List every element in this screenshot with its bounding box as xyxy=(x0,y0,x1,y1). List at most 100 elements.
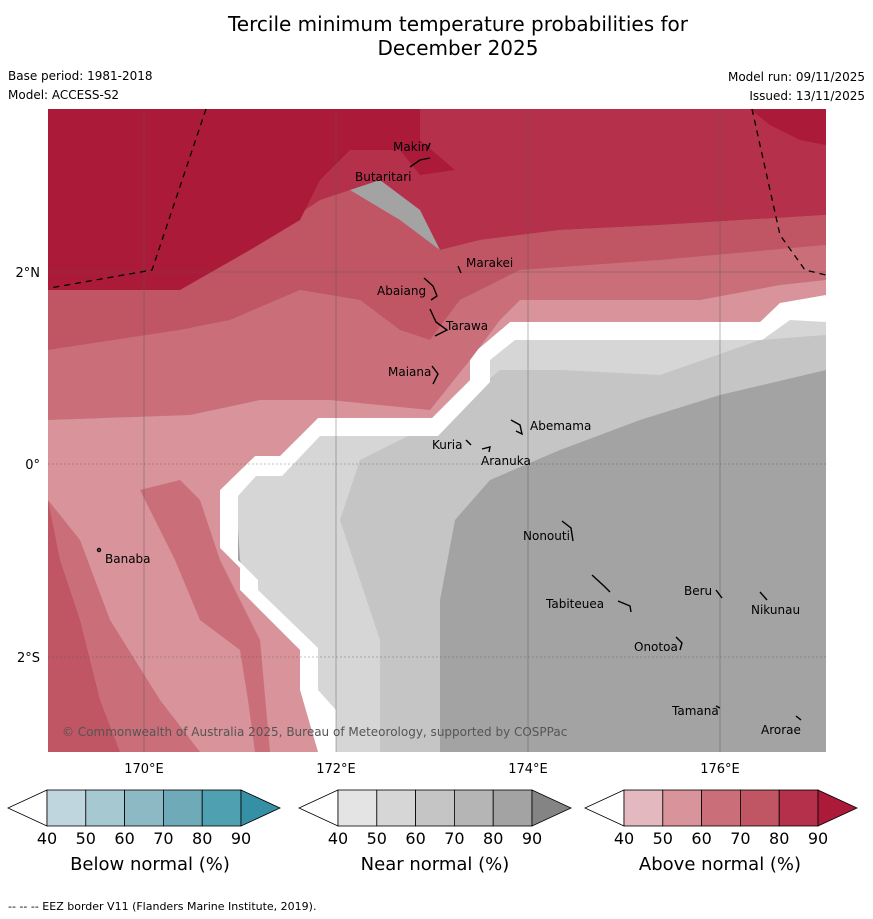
eez-border-west xyxy=(49,108,207,289)
colorbar-0-low-extension xyxy=(7,789,48,827)
colorbar-2-tick-50: 50 xyxy=(653,829,673,848)
colorbar-1-tick-80: 80 xyxy=(483,829,503,848)
kuria-island-shape xyxy=(465,439,472,446)
island-label-tabiteuea: Tabiteuea xyxy=(545,597,604,611)
island-label-abemama: Abemama xyxy=(530,419,591,433)
island-label-banaba: Banaba xyxy=(105,552,151,566)
colorbar-0-segment-0 xyxy=(46,789,87,827)
lat-label-2s: 2°S xyxy=(17,651,40,666)
onotoa-island-shape xyxy=(675,636,683,651)
island-label-abaiang: Abaiang xyxy=(377,284,426,298)
colorbar-2-tick-60: 60 xyxy=(691,829,711,848)
island-label-tarawa: Tarawa xyxy=(445,319,488,333)
colorbar-0-high-extension xyxy=(240,789,281,827)
beru-island-shape xyxy=(715,589,723,599)
base-period: Base period: 1981-2018 xyxy=(8,69,153,83)
colorbar-0-segment-3 xyxy=(162,789,203,827)
lon-label-172: 172°E xyxy=(316,762,356,777)
colorbar-1-segment-1 xyxy=(376,789,416,827)
lon-label-174: 174°E xyxy=(508,762,548,777)
island-label-marakei: Marakei xyxy=(466,256,513,270)
colorbar-2-low-extension xyxy=(584,789,625,827)
island-labels: Makin Butaritari Marakei Abaiang Tarawa Maian… xyxy=(105,140,801,737)
map-panel xyxy=(48,109,826,752)
eez-footnote: -- -- -- EEZ border V11 (Flanders Marine… xyxy=(8,900,317,913)
island-label-beru: Beru xyxy=(684,584,712,598)
island-label-tamana: Tamana xyxy=(671,704,719,718)
makin-island-shape xyxy=(427,142,431,150)
butaritari-island-shape xyxy=(409,157,431,168)
aranuka-island-shape xyxy=(481,446,491,453)
maiana-island-shape xyxy=(431,365,439,385)
colorbar-1-tick-50: 50 xyxy=(367,829,387,848)
colorbar-0-tick-90: 90 xyxy=(231,829,251,848)
graticule xyxy=(48,109,826,752)
colorbar-0-tick-60: 60 xyxy=(114,829,134,848)
lon-label-176: 176°E xyxy=(700,762,740,777)
banaba-island-shape xyxy=(96,547,102,553)
colorbar-1-tick-40: 40 xyxy=(328,829,348,848)
title-line-2: December 2025 xyxy=(377,36,539,60)
abaiang-island-shape xyxy=(423,277,438,301)
colorbar-2-tick-80: 80 xyxy=(769,829,789,848)
colorbar-2-tick-40: 40 xyxy=(614,829,634,848)
colorbar-1-tick-60: 60 xyxy=(405,829,425,848)
title-line-1: Tercile minimum temperature probabilitie… xyxy=(227,12,689,36)
colorbar-1-high-extension xyxy=(531,789,572,827)
island-label-onotoa: Onotoa xyxy=(634,640,678,654)
colorbar-2-segment-1 xyxy=(662,789,702,827)
island-outlines xyxy=(96,142,802,721)
colorbar-2-high-extension xyxy=(817,789,858,827)
colorbar-1-segment-3 xyxy=(453,789,494,827)
island-label-butaritari: Butaritari xyxy=(355,170,412,184)
island-label-nikunau: Nikunau xyxy=(751,603,800,617)
colorbars: 40 50 60 70 80 90 40 50 60 70 80 90 40 50 60 70 80 90 xyxy=(7,789,858,848)
island-label-maiana: Maiana xyxy=(388,365,431,379)
map-title: Tercile minimum temperature probabilitie… xyxy=(0,12,873,60)
island-label-arorae: Arorae xyxy=(761,723,801,737)
marakei-island-shape xyxy=(457,265,462,274)
nonouti-island-shape xyxy=(561,520,574,542)
above-normal-label: Above normal (%) xyxy=(638,854,802,875)
colorbar-1-segment-0 xyxy=(337,789,378,827)
colorbar-1-low-extension xyxy=(298,789,339,827)
tarawa-island-shape xyxy=(429,308,449,337)
colorbar-1-tick-70: 70 xyxy=(444,829,464,848)
colorbar-2-segment-3 xyxy=(740,789,780,827)
island-label-aranuka: Aranuka xyxy=(481,454,531,468)
island-label-nonouti: Nonouti xyxy=(523,529,570,543)
colorbar-1-segment-2 xyxy=(415,789,455,827)
eez-borders xyxy=(49,108,827,289)
abemama-island-shape xyxy=(510,419,524,436)
nikunau-island-shape xyxy=(759,591,768,601)
arorae-island-shape xyxy=(795,715,802,721)
above-normal-90-region xyxy=(48,109,826,290)
colorbar-0-segment-1 xyxy=(85,789,126,827)
above-normal-70-region-south xyxy=(48,500,120,752)
colorbar-1-tick-90: 90 xyxy=(522,829,542,848)
colorbar-0-segment-2 xyxy=(124,789,164,827)
colorbar-0-tick-50: 50 xyxy=(76,829,96,848)
model-run: Model run: 09/11/2025 xyxy=(727,70,865,84)
island-label-kuria: Kuria xyxy=(432,438,463,452)
lat-label-0: 0° xyxy=(25,458,40,473)
colorbar-0-tick-80: 80 xyxy=(192,829,212,848)
colorbar-0-segment-4 xyxy=(201,789,242,827)
lon-label-170: 170°E xyxy=(124,762,164,777)
lat-label-2n: 2°N xyxy=(16,266,41,281)
tabiteuea-island-shape xyxy=(591,574,632,613)
issued-date: Issued: 13/11/2025 xyxy=(749,89,865,103)
above-normal-60-region xyxy=(48,245,826,752)
colorbar-2-segment-0 xyxy=(623,789,664,827)
colorbar-2-tick-90: 90 xyxy=(808,829,828,848)
colorbar-2-segment-2 xyxy=(701,789,741,827)
near-normal-label: Near normal (%) xyxy=(360,854,510,875)
colorbar-0-tick-70: 70 xyxy=(153,829,173,848)
colorbar-1-segment-4 xyxy=(492,789,533,827)
below-normal-label: Below normal (%) xyxy=(70,854,230,875)
colorbar-2-tick-70: 70 xyxy=(730,829,750,848)
axis-labels: 2°N 0° 2°S 170°E 172°E 174°E 176°E xyxy=(16,266,740,777)
tamana-island-shape xyxy=(715,705,721,709)
island-label-makin: Makin xyxy=(393,140,429,154)
